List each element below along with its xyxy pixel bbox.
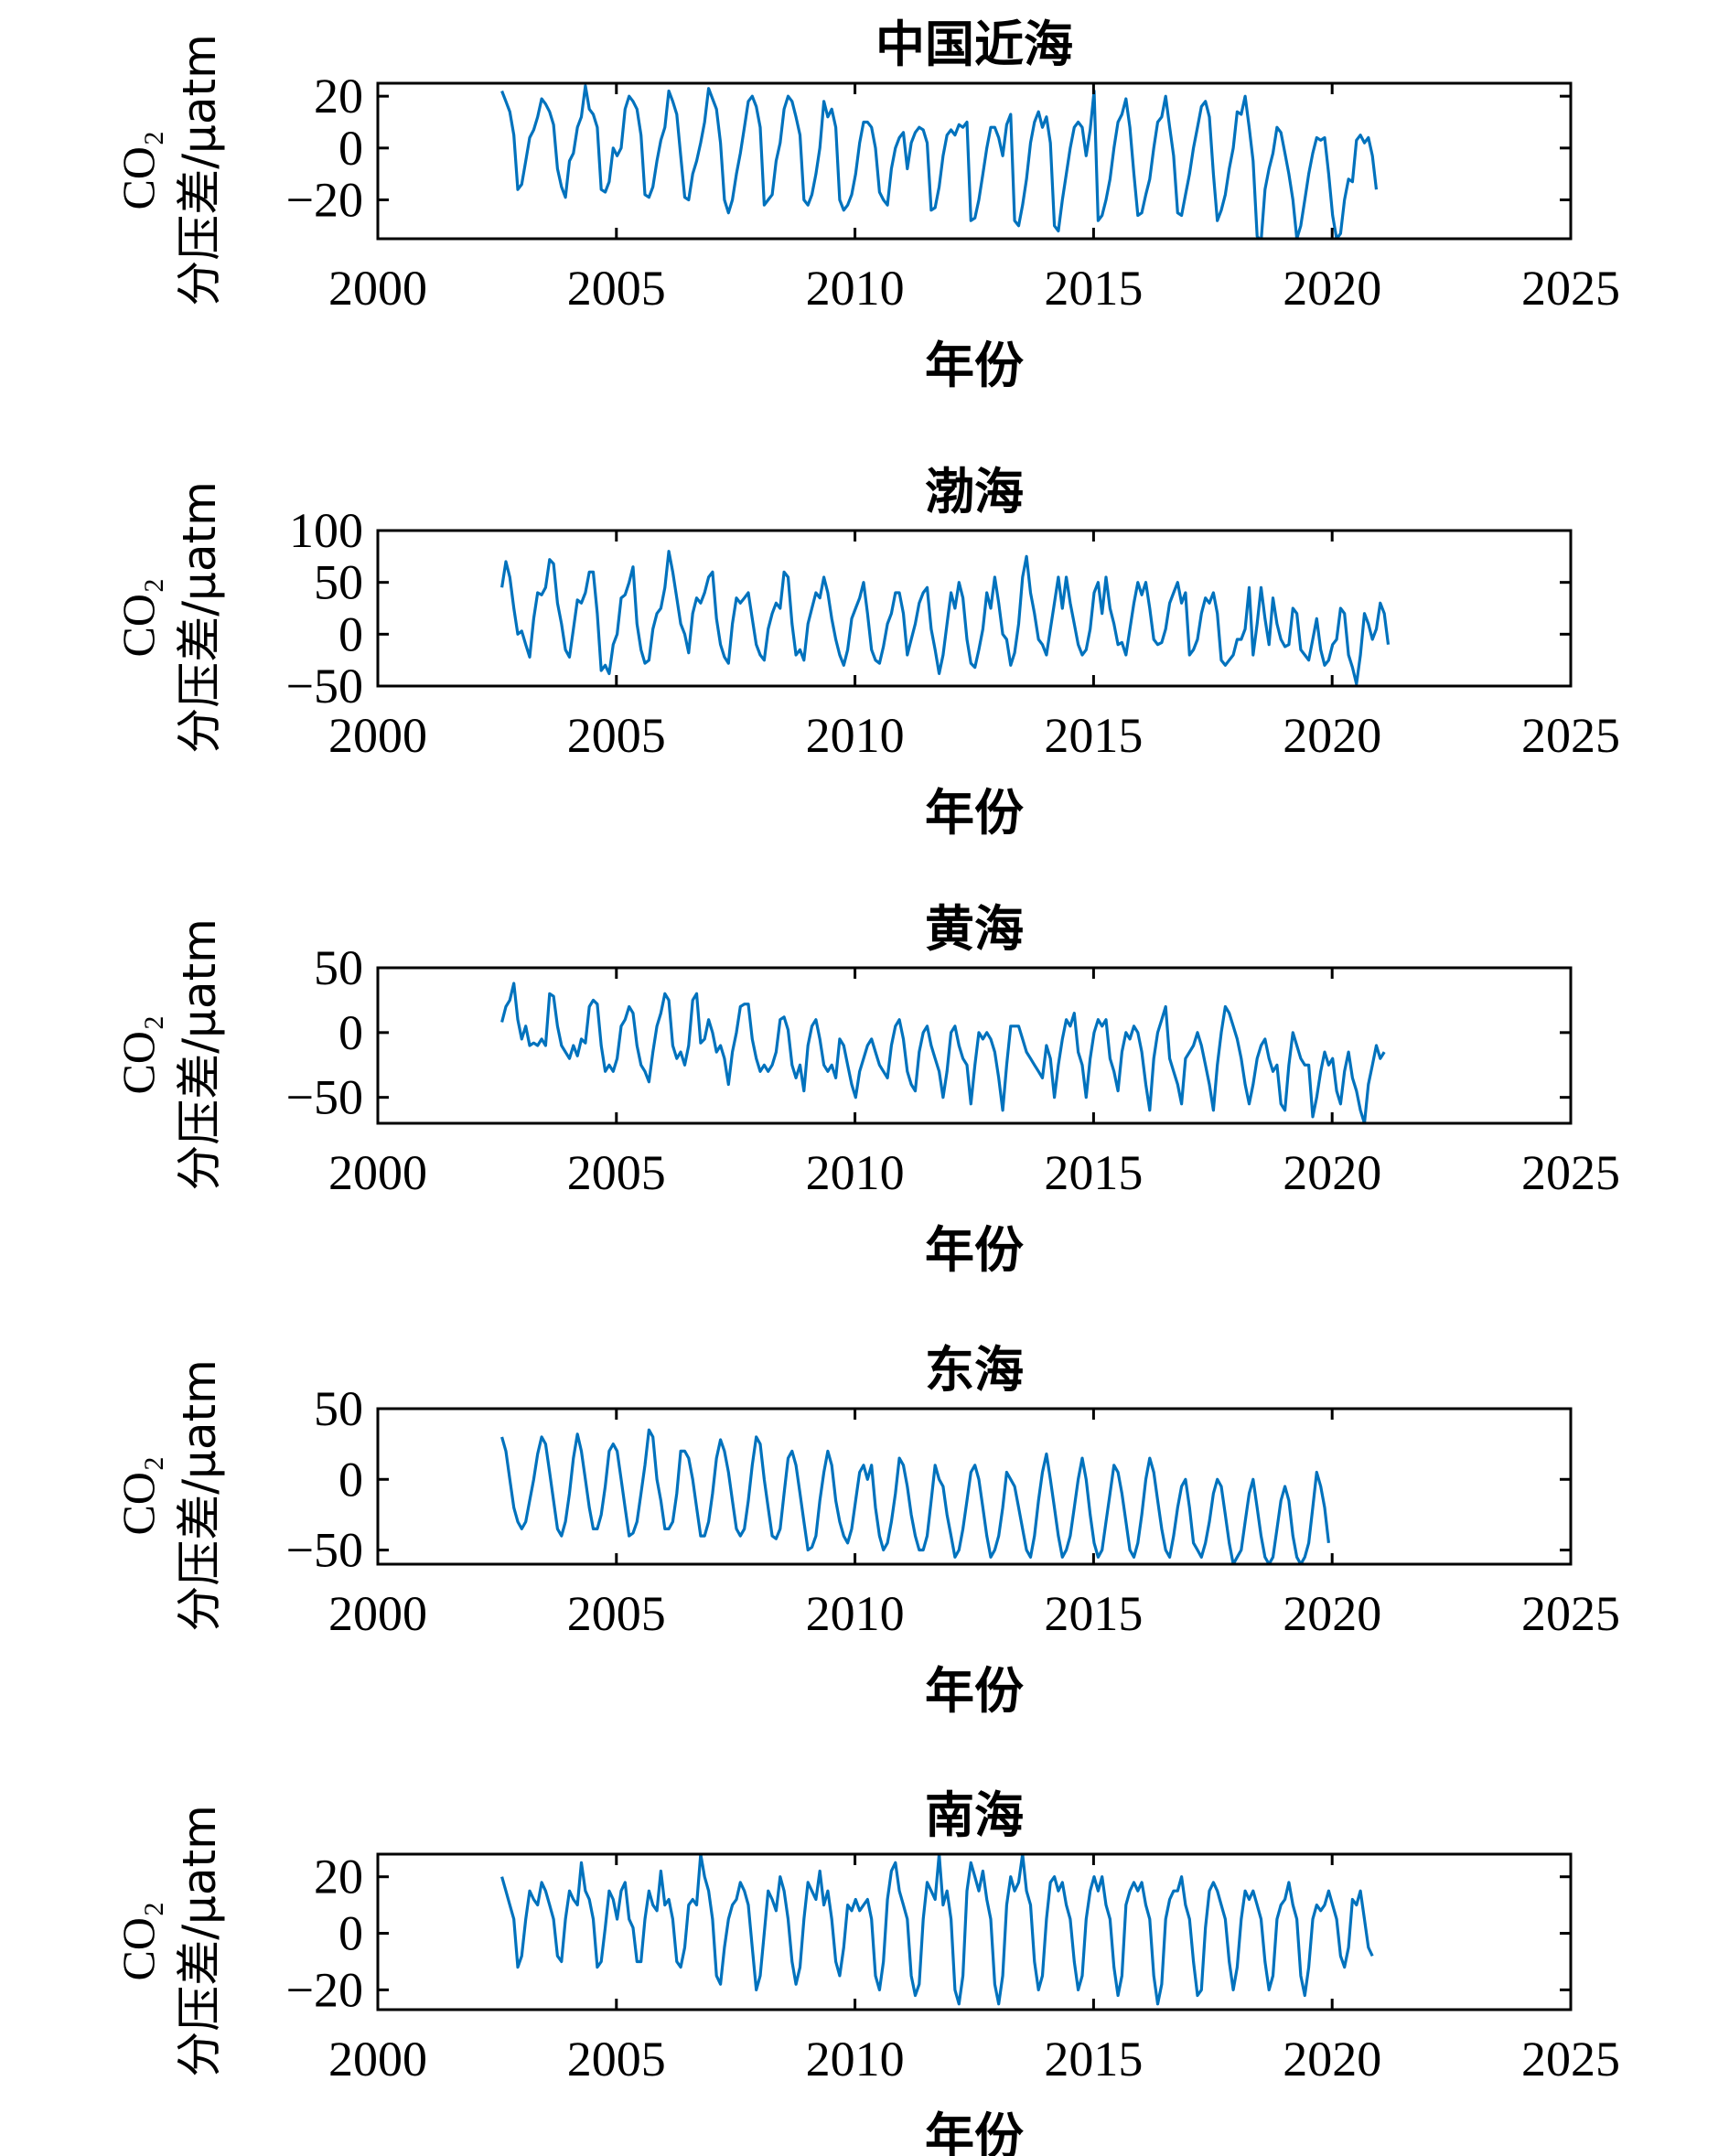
panel-1: 中国近海 2000 2005 2010 2015 2020 2025 200−20 年份 CO₂ 分… xyxy=(113,16,1620,394)
y-tick-label: 20 xyxy=(314,1850,363,1904)
series-line xyxy=(500,550,1391,686)
x-tick-label: 2005 xyxy=(567,261,666,316)
panel-title: 渤海 xyxy=(925,463,1024,520)
x-tick-label: 2015 xyxy=(1044,1586,1143,1641)
x-tick-label: 2005 xyxy=(567,708,666,763)
x-tick-label: 2020 xyxy=(1283,1145,1381,1200)
x-axis-label: 年份 xyxy=(925,1221,1024,1279)
panel-title: 东海 xyxy=(925,1341,1024,1399)
y-tick-label: −50 xyxy=(286,659,363,713)
y-axis-label-line2: 分压差/μatm xyxy=(173,481,226,754)
x-tick-label: 2025 xyxy=(1521,708,1620,763)
x-tick-label: 2020 xyxy=(1283,1586,1381,1641)
y-axis-label-line1: CO₂ xyxy=(113,578,164,658)
y-tick-label: 0 xyxy=(338,1452,363,1507)
x-tick-label: 2010 xyxy=(806,1145,905,1200)
x-tick-label: 2010 xyxy=(806,261,905,316)
x-tick-label: 2010 xyxy=(806,2032,905,2086)
series-line xyxy=(500,1854,1374,2006)
y-axis-label-line1: CO₂ xyxy=(113,131,164,210)
y-tick-label: 50 xyxy=(314,1381,363,1436)
y-tick-label: 0 xyxy=(338,121,363,176)
panel-5: 南海 2000 2005 2010 2015 2020 2025 200−20 年份 CO₂ 分压差… xyxy=(113,1786,1620,2156)
x-axis-label: 年份 xyxy=(925,784,1024,842)
y-tick-label: 0 xyxy=(338,606,363,661)
axes-frame xyxy=(376,529,1573,688)
panel-title: 黄海 xyxy=(925,900,1024,958)
x-axis-label: 年份 xyxy=(925,2108,1024,2156)
x-axis-label: 年份 xyxy=(925,337,1024,394)
x-tick-label: 2000 xyxy=(328,1586,427,1641)
x-tick-label: 2005 xyxy=(567,2032,666,2086)
y-axis-label-line1: CO₂ xyxy=(113,1902,164,1981)
x-tick-label: 2005 xyxy=(567,1586,666,1641)
x-tick-label: 2005 xyxy=(567,1145,666,1200)
x-tick-label: 2000 xyxy=(328,708,427,763)
panel-title: 南海 xyxy=(925,1786,1024,1844)
x-tick-label: 2025 xyxy=(1521,1145,1620,1200)
x-tick-label: 2010 xyxy=(806,708,905,763)
x-tick-label: 2015 xyxy=(1044,2032,1143,2086)
x-tick-label: 2025 xyxy=(1521,1586,1620,1641)
x-tick-label: 2020 xyxy=(1283,708,1381,763)
y-axis-label-line2: 分压差/μatm xyxy=(173,918,226,1191)
y-axis-label-line2: 分压差/μatm xyxy=(173,1805,226,2077)
x-tick-label: 2000 xyxy=(328,261,427,316)
y-tick-label: −50 xyxy=(286,1070,363,1125)
axes-frame xyxy=(376,1407,1573,1566)
panel-4: 东海 2000 2005 2010 2015 2020 2025 50 0 −50 年份 CO₂ 分压差… xyxy=(113,1341,1620,1720)
x-tick-label: 2015 xyxy=(1044,261,1143,316)
x-tick-label: 2000 xyxy=(328,1145,427,1200)
y-axis-label-line2: 分压差/μatm xyxy=(173,34,226,306)
panel-title: 中国近海 xyxy=(875,16,1073,73)
y-axis-label-line1: CO₂ xyxy=(113,1456,164,1536)
series-line xyxy=(500,1428,1330,1564)
axes-frame xyxy=(376,966,1573,1125)
x-tick-label: 2015 xyxy=(1044,1145,1143,1200)
y-tick-label: −50 xyxy=(286,1523,363,1578)
y-tick-label: 0 xyxy=(338,1906,363,1961)
y-axis-label-line1: CO₂ xyxy=(113,1015,164,1095)
y-tick-label: 20 xyxy=(314,69,363,123)
y-tick-label: −20 xyxy=(286,1962,363,2017)
x-tick-label: 2025 xyxy=(1521,2032,1620,2086)
x-tick-label: 2020 xyxy=(1283,261,1381,316)
x-tick-label: 2025 xyxy=(1521,261,1620,316)
panel-3: 黄海 2000 2005 2010 2015 2020 2025 50 0 −50 年份 CO₂ 分压差… xyxy=(113,900,1620,1279)
x-tick-label: 2000 xyxy=(328,2032,427,2086)
y-tick-label: 50 xyxy=(314,555,363,610)
axes-frame xyxy=(376,1852,1573,2011)
x-axis-label: 年份 xyxy=(925,1662,1024,1720)
x-tick-label: 2020 xyxy=(1283,2032,1381,2086)
series-line xyxy=(500,84,1379,239)
y-axis-label-line2: 分压差/μatm xyxy=(173,1359,226,1632)
y-tick-label: 100 xyxy=(289,503,363,558)
y-tick-label: −20 xyxy=(286,173,363,228)
x-tick-label: 2010 xyxy=(806,1586,905,1641)
y-tick-label: 50 xyxy=(314,940,363,995)
axes-frame xyxy=(376,81,1573,241)
series-line xyxy=(500,981,1386,1123)
y-tick-label: 0 xyxy=(338,1005,363,1060)
x-tick-label: 2015 xyxy=(1044,708,1143,763)
